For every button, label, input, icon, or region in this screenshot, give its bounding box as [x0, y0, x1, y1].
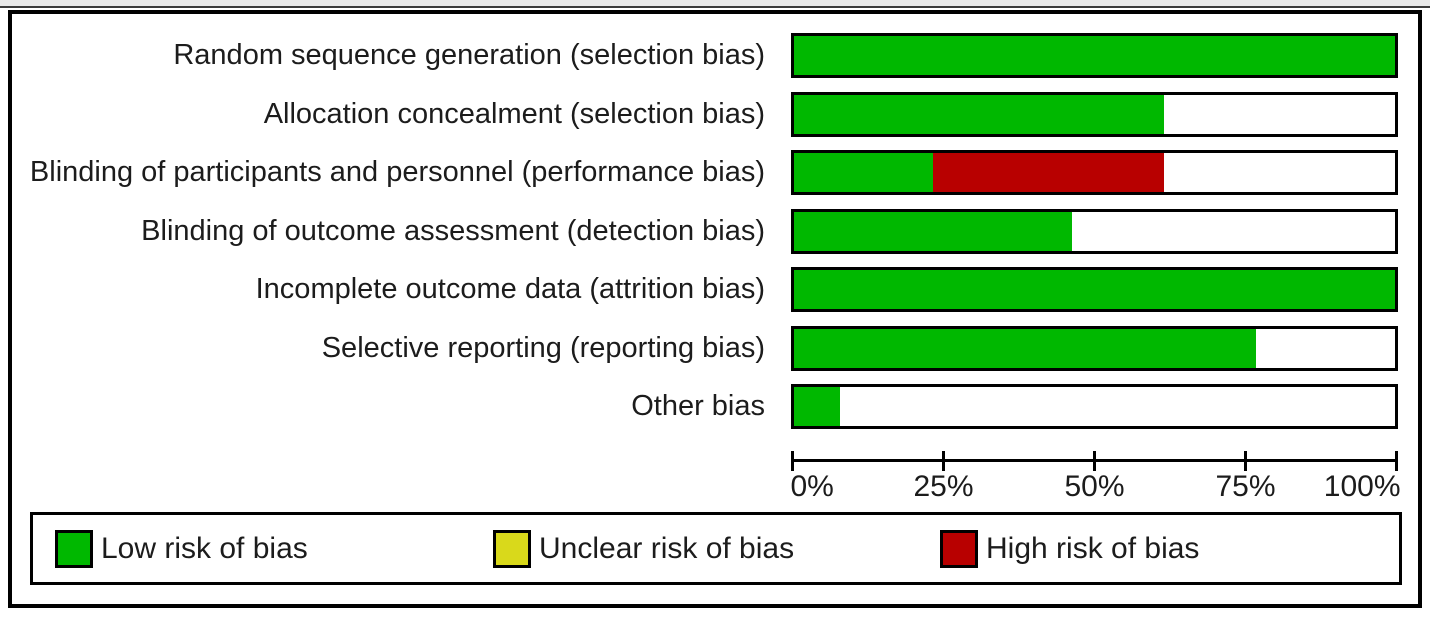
bar-segment-low	[794, 212, 1072, 251]
bias-bar	[791, 150, 1398, 195]
bias-bar	[791, 326, 1398, 371]
legend-swatch-unclear	[493, 530, 531, 568]
x-axis-tick	[791, 451, 794, 471]
category-label: Blinding of participants and personnel (…	[29, 156, 765, 188]
x-axis-tick	[1244, 451, 1247, 471]
legend-label: High risk of bias	[986, 532, 1200, 565]
bar-segment-low	[794, 36, 1395, 75]
x-axis-tick	[942, 451, 945, 471]
bar-segment-low	[794, 270, 1395, 309]
legend-label: Low risk of bias	[101, 532, 308, 565]
category-label: Selective reporting (reporting bias)	[321, 332, 765, 364]
legend-label: Unclear risk of bias	[539, 532, 795, 565]
bar-segment-low	[794, 387, 841, 426]
legend-swatch-low	[55, 530, 93, 568]
bias-bar	[791, 267, 1398, 312]
bias-bar	[791, 33, 1398, 78]
bar-segment-high	[932, 153, 1165, 192]
category-label: Blinding of outcome assessment (detectio…	[141, 215, 765, 247]
bias-bar	[791, 384, 1398, 429]
screenshot-top-edge	[0, 0, 1430, 6]
category-label: Random sequence generation (selection bi…	[173, 39, 765, 71]
category-label: Other bias	[631, 390, 765, 422]
x-axis-tick	[1093, 451, 1096, 471]
bar-segment-low	[794, 329, 1257, 368]
x-axis-tick-label: 100%	[1323, 470, 1401, 503]
x-axis-tick	[1395, 451, 1398, 471]
x-axis-tick-label: 0%	[790, 470, 834, 503]
x-axis-tick-label: 25%	[913, 470, 974, 503]
category-label: Allocation concealment (selection bias)	[263, 98, 765, 130]
bar-segment-low	[794, 95, 1164, 134]
bias-bar	[791, 92, 1398, 137]
bar-segment-low	[794, 153, 933, 192]
x-axis-tick-label: 75%	[1215, 470, 1276, 503]
legend-box	[30, 512, 1402, 585]
category-label: Incomplete outcome data (attrition bias)	[255, 273, 765, 305]
screenshot-top-edge-line	[0, 6, 1430, 8]
legend-swatch-high	[940, 530, 978, 568]
x-axis-tick-label: 50%	[1064, 470, 1125, 503]
bias-bar	[791, 209, 1398, 254]
